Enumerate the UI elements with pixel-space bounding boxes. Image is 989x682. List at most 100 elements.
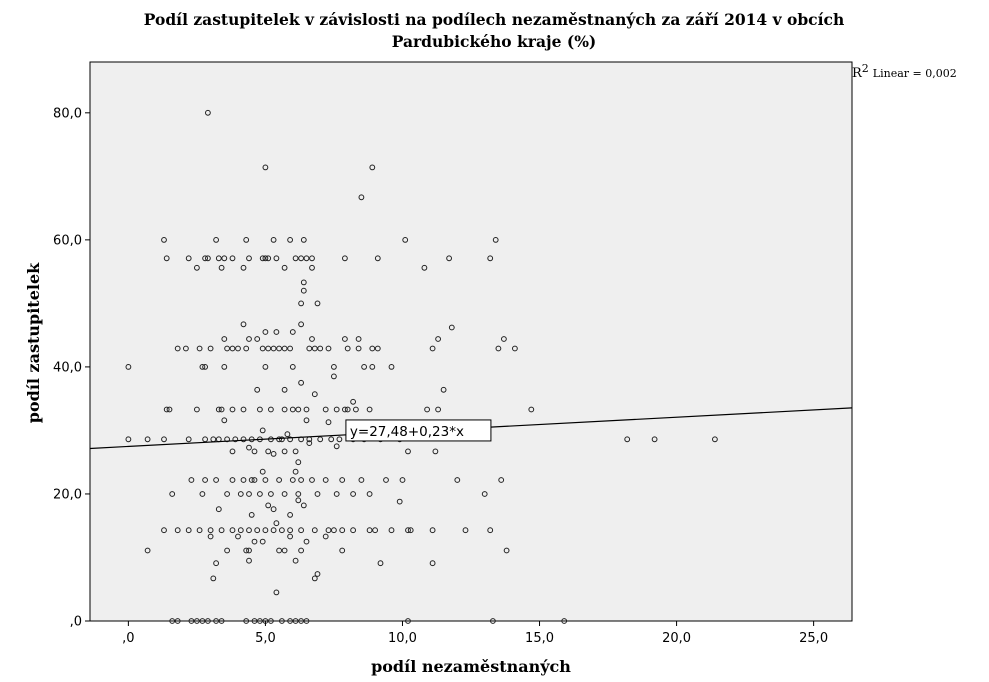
data-point bbox=[196, 527, 203, 534]
x-tick-label: ,0 bbox=[122, 631, 134, 646]
data-point bbox=[262, 329, 269, 335]
data-point bbox=[240, 436, 247, 443]
data-point bbox=[213, 618, 220, 624]
data-point bbox=[251, 618, 258, 624]
data-point bbox=[174, 345, 181, 352]
data-point bbox=[287, 237, 294, 243]
data-point bbox=[185, 436, 192, 443]
data-point bbox=[185, 255, 192, 262]
data-point bbox=[246, 255, 252, 262]
data-point bbox=[374, 255, 381, 262]
data-point bbox=[289, 406, 296, 413]
data-points bbox=[125, 109, 718, 624]
data-point bbox=[268, 618, 274, 624]
data-point bbox=[259, 255, 266, 262]
data-point bbox=[339, 477, 346, 483]
data-point bbox=[311, 391, 318, 398]
data-point bbox=[492, 237, 499, 243]
data-point bbox=[331, 373, 337, 380]
data-point bbox=[174, 527, 181, 534]
data-point bbox=[279, 527, 285, 534]
fit-equation-label: y=27,48+0,23*x bbox=[350, 424, 464, 440]
data-point bbox=[342, 255, 348, 262]
data-point bbox=[207, 345, 214, 352]
chart-title-line-1: Podíl zastupitelek v závislosti na podíl… bbox=[144, 10, 844, 29]
data-point bbox=[454, 477, 461, 483]
data-point bbox=[240, 406, 247, 413]
data-point bbox=[624, 436, 631, 443]
data-point bbox=[377, 560, 384, 567]
data-point bbox=[292, 468, 299, 475]
data-point bbox=[325, 527, 332, 534]
data-point bbox=[281, 406, 288, 413]
data-point bbox=[303, 618, 310, 624]
data-point bbox=[325, 419, 332, 426]
data-point bbox=[298, 477, 305, 483]
data-point bbox=[237, 491, 244, 497]
data-point bbox=[355, 336, 362, 342]
data-point bbox=[169, 491, 176, 497]
data-point bbox=[213, 560, 220, 567]
data-point bbox=[333, 491, 340, 497]
data-point bbox=[268, 491, 274, 497]
data-point bbox=[369, 345, 376, 352]
y-tick-label: 40,0 bbox=[53, 360, 82, 375]
data-point bbox=[355, 345, 362, 352]
data-point bbox=[712, 436, 718, 443]
data-point bbox=[314, 300, 321, 307]
data-point bbox=[295, 497, 302, 504]
data-point bbox=[202, 436, 209, 443]
data-point bbox=[300, 287, 307, 294]
data-point bbox=[350, 527, 357, 534]
data-point bbox=[498, 477, 505, 483]
data-point bbox=[366, 527, 373, 534]
data-point bbox=[344, 406, 351, 413]
data-point bbox=[322, 477, 329, 483]
data-point bbox=[350, 398, 357, 405]
data-point bbox=[325, 345, 332, 352]
data-point bbox=[292, 255, 299, 262]
data-point bbox=[292, 618, 299, 624]
r-squared-text: Linear = 0,002 bbox=[873, 67, 957, 80]
data-point bbox=[281, 547, 288, 554]
data-point bbox=[229, 477, 236, 483]
data-point bbox=[259, 538, 266, 545]
data-point bbox=[270, 527, 277, 534]
data-point bbox=[265, 502, 272, 509]
data-point bbox=[429, 560, 436, 567]
data-point bbox=[309, 477, 315, 483]
y-tick-label: 20,0 bbox=[53, 487, 82, 502]
data-point bbox=[405, 618, 411, 624]
data-point bbox=[279, 436, 285, 443]
data-point bbox=[361, 364, 368, 370]
data-point bbox=[205, 618, 211, 624]
data-point bbox=[199, 364, 206, 370]
data-point bbox=[481, 491, 488, 497]
data-point bbox=[144, 547, 151, 554]
data-point bbox=[287, 345, 294, 352]
data-point bbox=[210, 575, 217, 582]
data-point bbox=[322, 406, 329, 413]
data-point bbox=[262, 527, 269, 534]
data-point bbox=[215, 506, 222, 513]
data-point bbox=[243, 618, 250, 624]
data-point bbox=[292, 557, 299, 564]
data-point bbox=[196, 345, 203, 352]
data-point bbox=[424, 406, 431, 413]
data-point bbox=[183, 345, 189, 352]
data-point bbox=[462, 527, 469, 534]
data-point bbox=[333, 443, 340, 450]
data-point bbox=[383, 477, 389, 483]
data-point bbox=[174, 618, 181, 624]
data-point bbox=[218, 264, 225, 271]
data-point bbox=[303, 417, 310, 424]
data-point bbox=[300, 502, 307, 509]
data-point bbox=[287, 512, 294, 518]
data-point bbox=[276, 547, 283, 554]
data-point bbox=[270, 237, 277, 243]
data-point bbox=[287, 618, 294, 624]
data-point bbox=[202, 364, 209, 370]
data-point bbox=[281, 386, 288, 393]
data-point bbox=[229, 448, 236, 455]
data-point bbox=[251, 477, 258, 483]
